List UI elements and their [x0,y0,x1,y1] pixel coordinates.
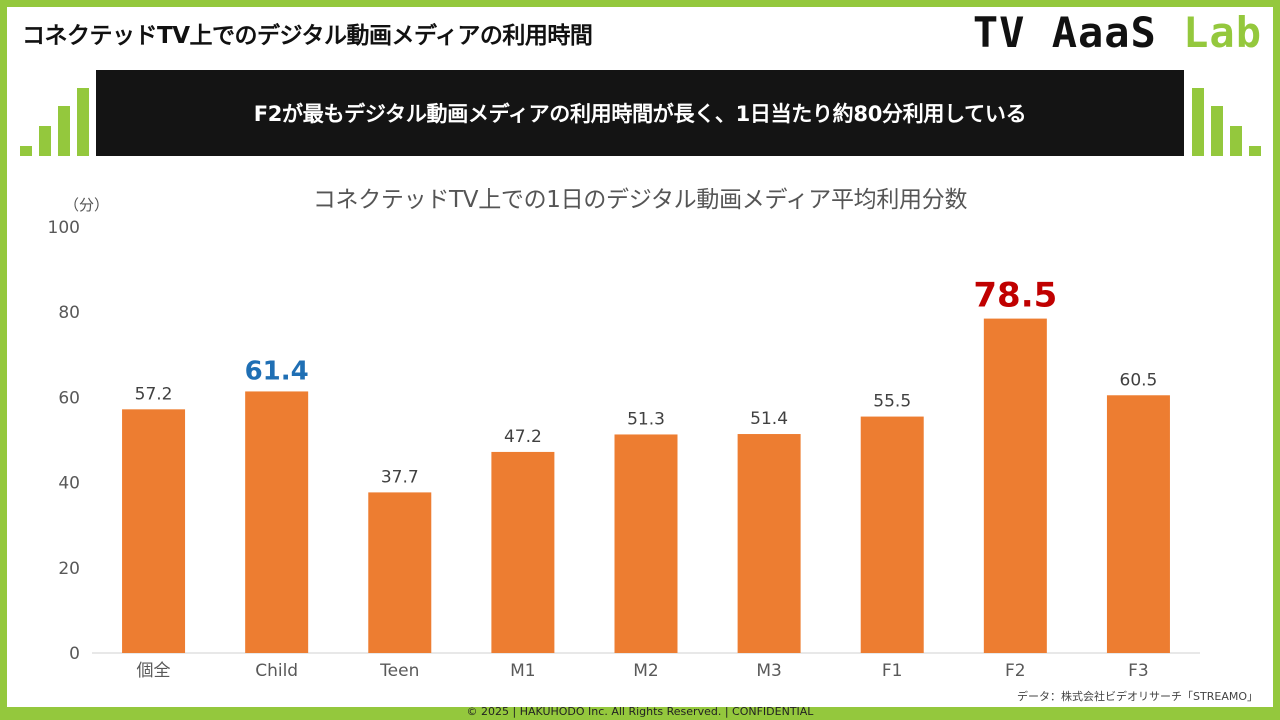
bar [1106,395,1170,653]
data-label: 47.2 [504,427,542,447]
x-tick-label: M1 [510,661,535,681]
x-tick-label: F2 [1005,661,1026,681]
bar [122,409,186,653]
x-tick-label: 個全 [137,661,171,681]
bar [737,434,801,653]
left-bar-icon-bar [39,126,51,156]
data-label: 51.4 [750,409,788,429]
brand-logo: TV AaaS Lab [973,8,1262,57]
data-label: 61.4 [245,356,309,386]
page-title: コネクテッドTV上でのデジタル動画メディアの利用時間 [22,23,593,49]
data-label: 37.7 [381,467,419,487]
data-label: 55.5 [873,392,911,412]
y-tick-label: 80 [58,303,80,323]
data-source-note: データ：株式会社ビデオリサーチ「STREAMO」 [1017,690,1258,703]
data-label: 57.2 [135,384,173,404]
y-tick-label: 60 [58,388,80,408]
y-tick-label: 20 [58,559,80,579]
bar [245,391,309,653]
x-tick-label: Child [255,661,298,681]
data-label: 78.5 [973,276,1057,316]
y-axis-unit-label: （分） [64,196,110,214]
right-bar-icon-bar [1192,88,1204,156]
x-tick-label: F1 [882,661,903,681]
x-tick-label: M3 [756,661,781,681]
logo-text: TV AaaS [972,8,1184,57]
bar [860,416,924,653]
chart-title: コネクテッドTV上での1日のデジタル動画メディア平均利用分数 [312,187,968,213]
right-bar-icon-bar [1211,106,1223,156]
bar [491,451,555,653]
bar [983,318,1047,653]
x-tick-label: M2 [633,661,658,681]
y-tick-label: 40 [58,474,80,494]
bar [368,492,432,653]
left-bar-icon-bar [77,88,89,156]
data-label: 60.5 [1120,370,1158,390]
left-bar-icon-bar [58,106,70,156]
data-label: 51.3 [627,409,665,429]
copyright-footer: © 2025 | HAKUHODO Inc. All Rights Reserv… [466,705,814,718]
key-message-banner: F2が最もデジタル動画メディアの利用時間が長く、1日当たり約80分利用している [96,70,1184,156]
x-tick-label: Teen [379,661,419,681]
y-tick-label: 100 [48,218,80,238]
right-bar-icon-bar [1230,126,1242,156]
bar [614,434,678,653]
right-bar-icon-bar [1249,146,1261,156]
left-bar-icon-bar [20,146,32,156]
x-tick-label: F3 [1128,661,1149,681]
logo-text-accent: Lab [1183,8,1262,57]
y-tick-label: 0 [69,644,80,664]
